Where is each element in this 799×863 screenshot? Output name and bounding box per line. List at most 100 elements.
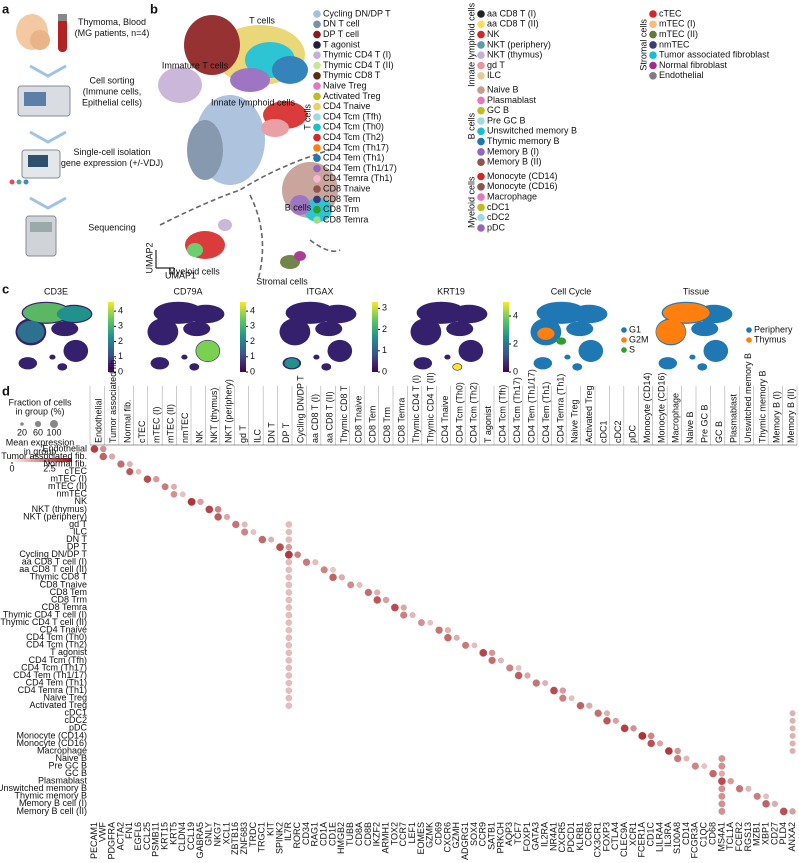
colorbar-tick-label: 3 <box>118 321 123 331</box>
colorbar-tick-label: 4 <box>118 306 123 316</box>
legend-label: nmTEC <box>659 39 690 49</box>
dot <box>691 762 699 770</box>
legend-marker <box>649 41 657 49</box>
legend-marker <box>477 96 485 105</box>
row-label: pDC <box>69 723 88 733</box>
row-label: Plasmablast <box>38 776 88 786</box>
legend-label: cTEC <box>659 8 682 18</box>
column-label: DN T <box>267 422 277 443</box>
dot <box>515 665 522 671</box>
dot <box>285 627 293 634</box>
column-label: aa CD8 T (I) <box>310 394 320 443</box>
column-label: cTEC <box>137 420 147 443</box>
legend-marker <box>621 347 627 353</box>
legend-marker <box>649 30 657 39</box>
legend-marker <box>477 117 485 125</box>
legend-label: aa CD8 T (II) <box>487 19 539 29</box>
colorbar-tick-label: 4 <box>513 310 518 320</box>
step-text: Cell sorting <box>89 75 134 85</box>
dot <box>718 785 726 793</box>
legend-marker <box>477 203 485 212</box>
legend-label: Thymic memory B <box>487 136 560 146</box>
legend-label: CD4 Tcm (Tfh) <box>323 111 381 121</box>
column-label: CD4 Tem (Th1/17) <box>526 369 536 443</box>
dot <box>612 717 619 724</box>
legend-label: Memory B (I) <box>487 146 539 156</box>
gene-label: CD1C <box>646 822 656 847</box>
dot <box>674 754 682 763</box>
dot <box>753 792 761 800</box>
column-label: Cycling DN/DP T <box>296 375 306 443</box>
dot <box>586 702 593 709</box>
gene-label: SOX4 <box>469 822 479 846</box>
legend-label: aa CD8 T (I) <box>487 8 536 18</box>
legend-marker <box>313 20 321 29</box>
gene-label: IL2RA <box>540 822 550 847</box>
dot <box>718 792 726 800</box>
dot <box>170 490 178 498</box>
dot <box>427 619 434 626</box>
dot <box>99 452 108 461</box>
gene-label: CCR7 <box>398 822 408 847</box>
dot <box>656 740 664 747</box>
legend-marker <box>313 216 321 224</box>
legend-marker <box>313 102 321 111</box>
y-axis-label: UMAP2 <box>144 242 154 273</box>
dot <box>718 755 726 762</box>
legend-marker <box>313 51 321 59</box>
mini-umap <box>656 302 733 371</box>
gene-label: PECAM1 <box>89 822 99 859</box>
gene-label: FCER2 <box>734 822 744 852</box>
row-label: ILC <box>73 526 88 536</box>
gene-label: EOMES <box>416 822 426 855</box>
dot <box>126 468 134 476</box>
size-legend-label: 100 <box>46 427 61 437</box>
legend-label: Thymus <box>754 334 787 344</box>
column-label: Endothelial <box>94 398 104 443</box>
row-label: CD4 Tcm (Th2) <box>26 640 87 650</box>
colorbar <box>372 302 378 372</box>
legend-label: Naive B <box>487 84 519 94</box>
dot <box>789 732 796 739</box>
row-label: CD8 Temra <box>42 602 87 612</box>
legend-marker <box>477 106 485 115</box>
legend-label: Tumor associated fibroblast <box>659 50 770 60</box>
dot <box>338 574 345 581</box>
colorbar-tick-label: 1 <box>118 351 123 361</box>
legend-marker <box>477 183 485 191</box>
gene-label: TCF7 <box>513 822 523 845</box>
size-legend-label: 60 <box>33 427 43 437</box>
legend-label: CD4 Tem (Th1) <box>323 153 384 163</box>
gene-label: FOXP1 <box>522 822 532 852</box>
color-legend-title: Mean expression <box>6 437 75 447</box>
dot <box>312 559 319 566</box>
dot <box>285 528 293 536</box>
legend-marker <box>313 175 321 183</box>
gene-label: RAG1 <box>310 822 320 847</box>
legend-label: ILC <box>487 70 502 80</box>
gene-label: CLDN4 <box>177 822 187 852</box>
dot <box>620 724 629 733</box>
gene-label: PSMB11 <box>151 822 161 857</box>
legend-label: S <box>629 344 635 354</box>
size-legend-dot <box>34 420 42 428</box>
colorbar-tick-label: 1 <box>382 345 387 355</box>
dot <box>285 543 293 551</box>
umap-plot <box>155 15 341 281</box>
gene-label: RGS13 <box>743 822 753 852</box>
dot <box>161 483 169 491</box>
legend-marker <box>313 82 321 90</box>
dot <box>284 550 293 559</box>
cluster-label: Immature T cells <box>162 60 229 70</box>
gene-label: SATB1 <box>486 822 496 850</box>
legend-label: G1 <box>629 324 641 334</box>
dot <box>559 687 567 694</box>
column-label: CD4 Tcm (Th2) <box>469 382 479 443</box>
size-legend-label: 20 <box>17 427 27 437</box>
dot <box>214 513 222 521</box>
legend-group: Stromal cells <box>638 19 648 71</box>
column-label: Thymic memory B <box>757 370 767 443</box>
dot <box>153 476 160 483</box>
column-label: DP T <box>281 422 291 443</box>
